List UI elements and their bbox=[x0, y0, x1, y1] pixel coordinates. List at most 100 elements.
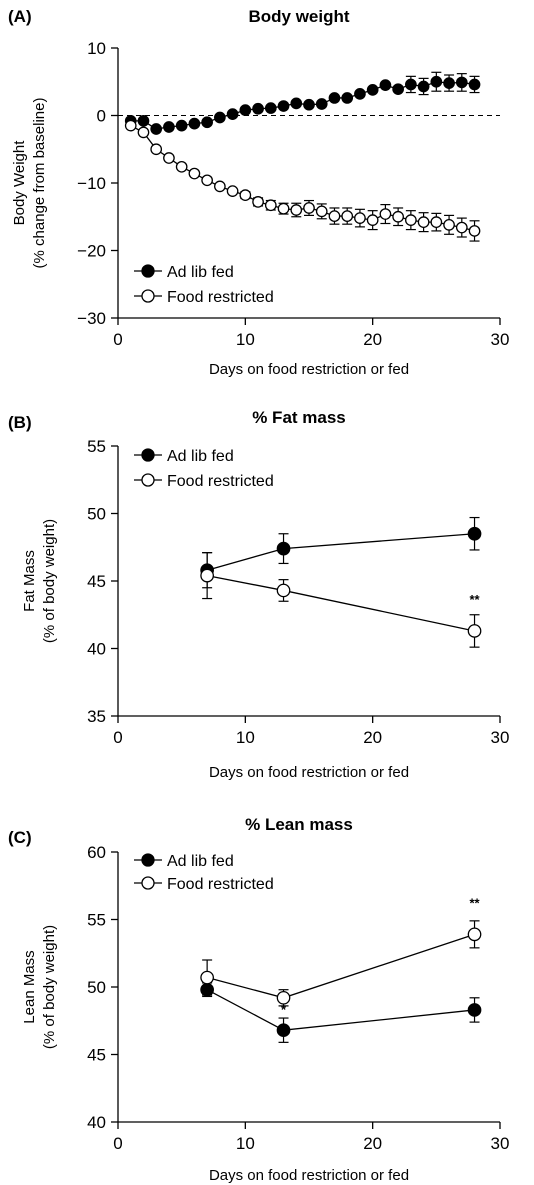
legend-marker bbox=[141, 448, 155, 462]
x-tick-label: 10 bbox=[236, 728, 255, 747]
legend-item: Ad lib fed bbox=[134, 853, 234, 870]
data-point bbox=[354, 212, 366, 224]
legend-marker bbox=[141, 853, 155, 867]
y-tick-label: 45 bbox=[87, 572, 106, 591]
series-line bbox=[130, 125, 475, 232]
y-tick-label: 45 bbox=[87, 1046, 106, 1065]
data-point bbox=[443, 77, 455, 89]
panel-2: (B) % Fat mass 35 40 45 50 55 0 10 20 30 Days on fo… bbox=[8, 408, 509, 781]
data-point bbox=[226, 185, 239, 197]
y-tick-label: −20 bbox=[77, 242, 106, 261]
data-point bbox=[366, 84, 379, 96]
data-point bbox=[175, 160, 188, 173]
series-ad-lib-fed bbox=[124, 71, 481, 135]
legend-item: Food restricted bbox=[134, 473, 274, 490]
x-axis-title: Days on food restriction or fed bbox=[209, 764, 409, 781]
y-axis-title: Lean Mass bbox=[21, 950, 38, 1023]
data-point bbox=[264, 199, 277, 212]
series-line bbox=[206, 533, 475, 571]
data-point bbox=[200, 568, 214, 583]
data-point bbox=[392, 83, 404, 96]
legend-label: Ad lib fed bbox=[167, 264, 234, 281]
data-point bbox=[290, 204, 303, 216]
data-point bbox=[239, 189, 252, 201]
data-point bbox=[252, 102, 264, 115]
data-point bbox=[392, 210, 404, 223]
y-tick-label: 40 bbox=[87, 640, 106, 659]
data-point bbox=[455, 221, 468, 234]
data-point bbox=[467, 927, 482, 942]
legend-item: Food restricted bbox=[134, 876, 274, 893]
panel-title: % Lean mass bbox=[245, 815, 353, 834]
data-point bbox=[303, 98, 315, 111]
data-point bbox=[467, 624, 482, 638]
y-tick-label: 40 bbox=[87, 1113, 106, 1132]
data-point bbox=[277, 202, 290, 215]
data-point bbox=[188, 117, 201, 130]
series-food-restricted bbox=[200, 552, 482, 648]
x-axis-title: Days on food restriction or fed bbox=[209, 1167, 409, 1184]
data-point bbox=[276, 990, 291, 1005]
y-tick-label: 35 bbox=[87, 707, 106, 726]
data-point bbox=[276, 541, 291, 556]
y-tick-label: 50 bbox=[87, 505, 106, 524]
legend-marker bbox=[141, 289, 155, 303]
series-line bbox=[206, 989, 475, 1031]
data-point bbox=[455, 76, 468, 89]
y-axis-title: Fat Mass bbox=[21, 550, 38, 612]
panel-1: (A) Body weight −30 −20 −10 0 10 0 10 20 30 Days on… bbox=[8, 7, 509, 378]
legend-marker bbox=[141, 473, 155, 487]
data-point bbox=[124, 119, 137, 132]
data-point bbox=[264, 102, 277, 114]
data-point bbox=[200, 970, 214, 985]
series-food-restricted bbox=[124, 119, 481, 242]
legend-item: Ad lib fed bbox=[134, 448, 234, 465]
x-tick-label: 20 bbox=[363, 1134, 382, 1153]
series-line bbox=[207, 574, 475, 632]
data-point bbox=[214, 180, 226, 193]
legend-marker bbox=[141, 876, 155, 890]
data-point bbox=[150, 123, 163, 135]
data-point bbox=[354, 88, 366, 100]
series-ad-lib-fed bbox=[200, 516, 482, 589]
x-axis-title: Days on food restriction or fed bbox=[209, 361, 409, 378]
legend-label: Ad lib fed bbox=[167, 448, 234, 465]
panel-letter: (C) bbox=[8, 828, 32, 847]
panel-letter: (A) bbox=[8, 7, 32, 26]
y-tick-label: 55 bbox=[87, 911, 106, 930]
y-tick-label: −30 bbox=[77, 309, 106, 328]
data-point bbox=[328, 210, 341, 222]
data-point bbox=[315, 98, 328, 110]
x-tick-label: 20 bbox=[363, 728, 382, 747]
data-point bbox=[137, 115, 150, 127]
data-point bbox=[405, 78, 417, 91]
data-point bbox=[303, 202, 315, 214]
panel-title: % Fat mass bbox=[252, 408, 346, 427]
data-point bbox=[315, 205, 328, 218]
x-tick-label: 10 bbox=[236, 1134, 255, 1153]
series-line bbox=[130, 81, 475, 130]
data-point bbox=[201, 116, 213, 129]
data-point bbox=[443, 219, 455, 231]
data-point bbox=[277, 100, 290, 112]
x-tick-label: 0 bbox=[113, 330, 122, 349]
y-tick-label: 55 bbox=[87, 437, 106, 456]
series-ad-lib-fed bbox=[200, 982, 482, 1043]
y-axis-title: (% of body weight) bbox=[41, 925, 58, 1049]
data-point bbox=[430, 75, 443, 88]
legend-label: Ad lib fed bbox=[167, 853, 234, 870]
panel-title: Body weight bbox=[248, 7, 349, 26]
data-point bbox=[163, 152, 175, 164]
legend-item: Food restricted bbox=[134, 289, 274, 306]
data-point bbox=[137, 126, 150, 139]
legend-label: Food restricted bbox=[167, 289, 274, 306]
data-point bbox=[468, 225, 481, 237]
data-point bbox=[417, 80, 430, 93]
data-point bbox=[366, 214, 379, 226]
data-point bbox=[201, 174, 213, 187]
x-tick-label: 10 bbox=[236, 330, 255, 349]
legend-label: Food restricted bbox=[167, 473, 274, 490]
data-point bbox=[290, 97, 303, 110]
data-point bbox=[379, 79, 392, 91]
